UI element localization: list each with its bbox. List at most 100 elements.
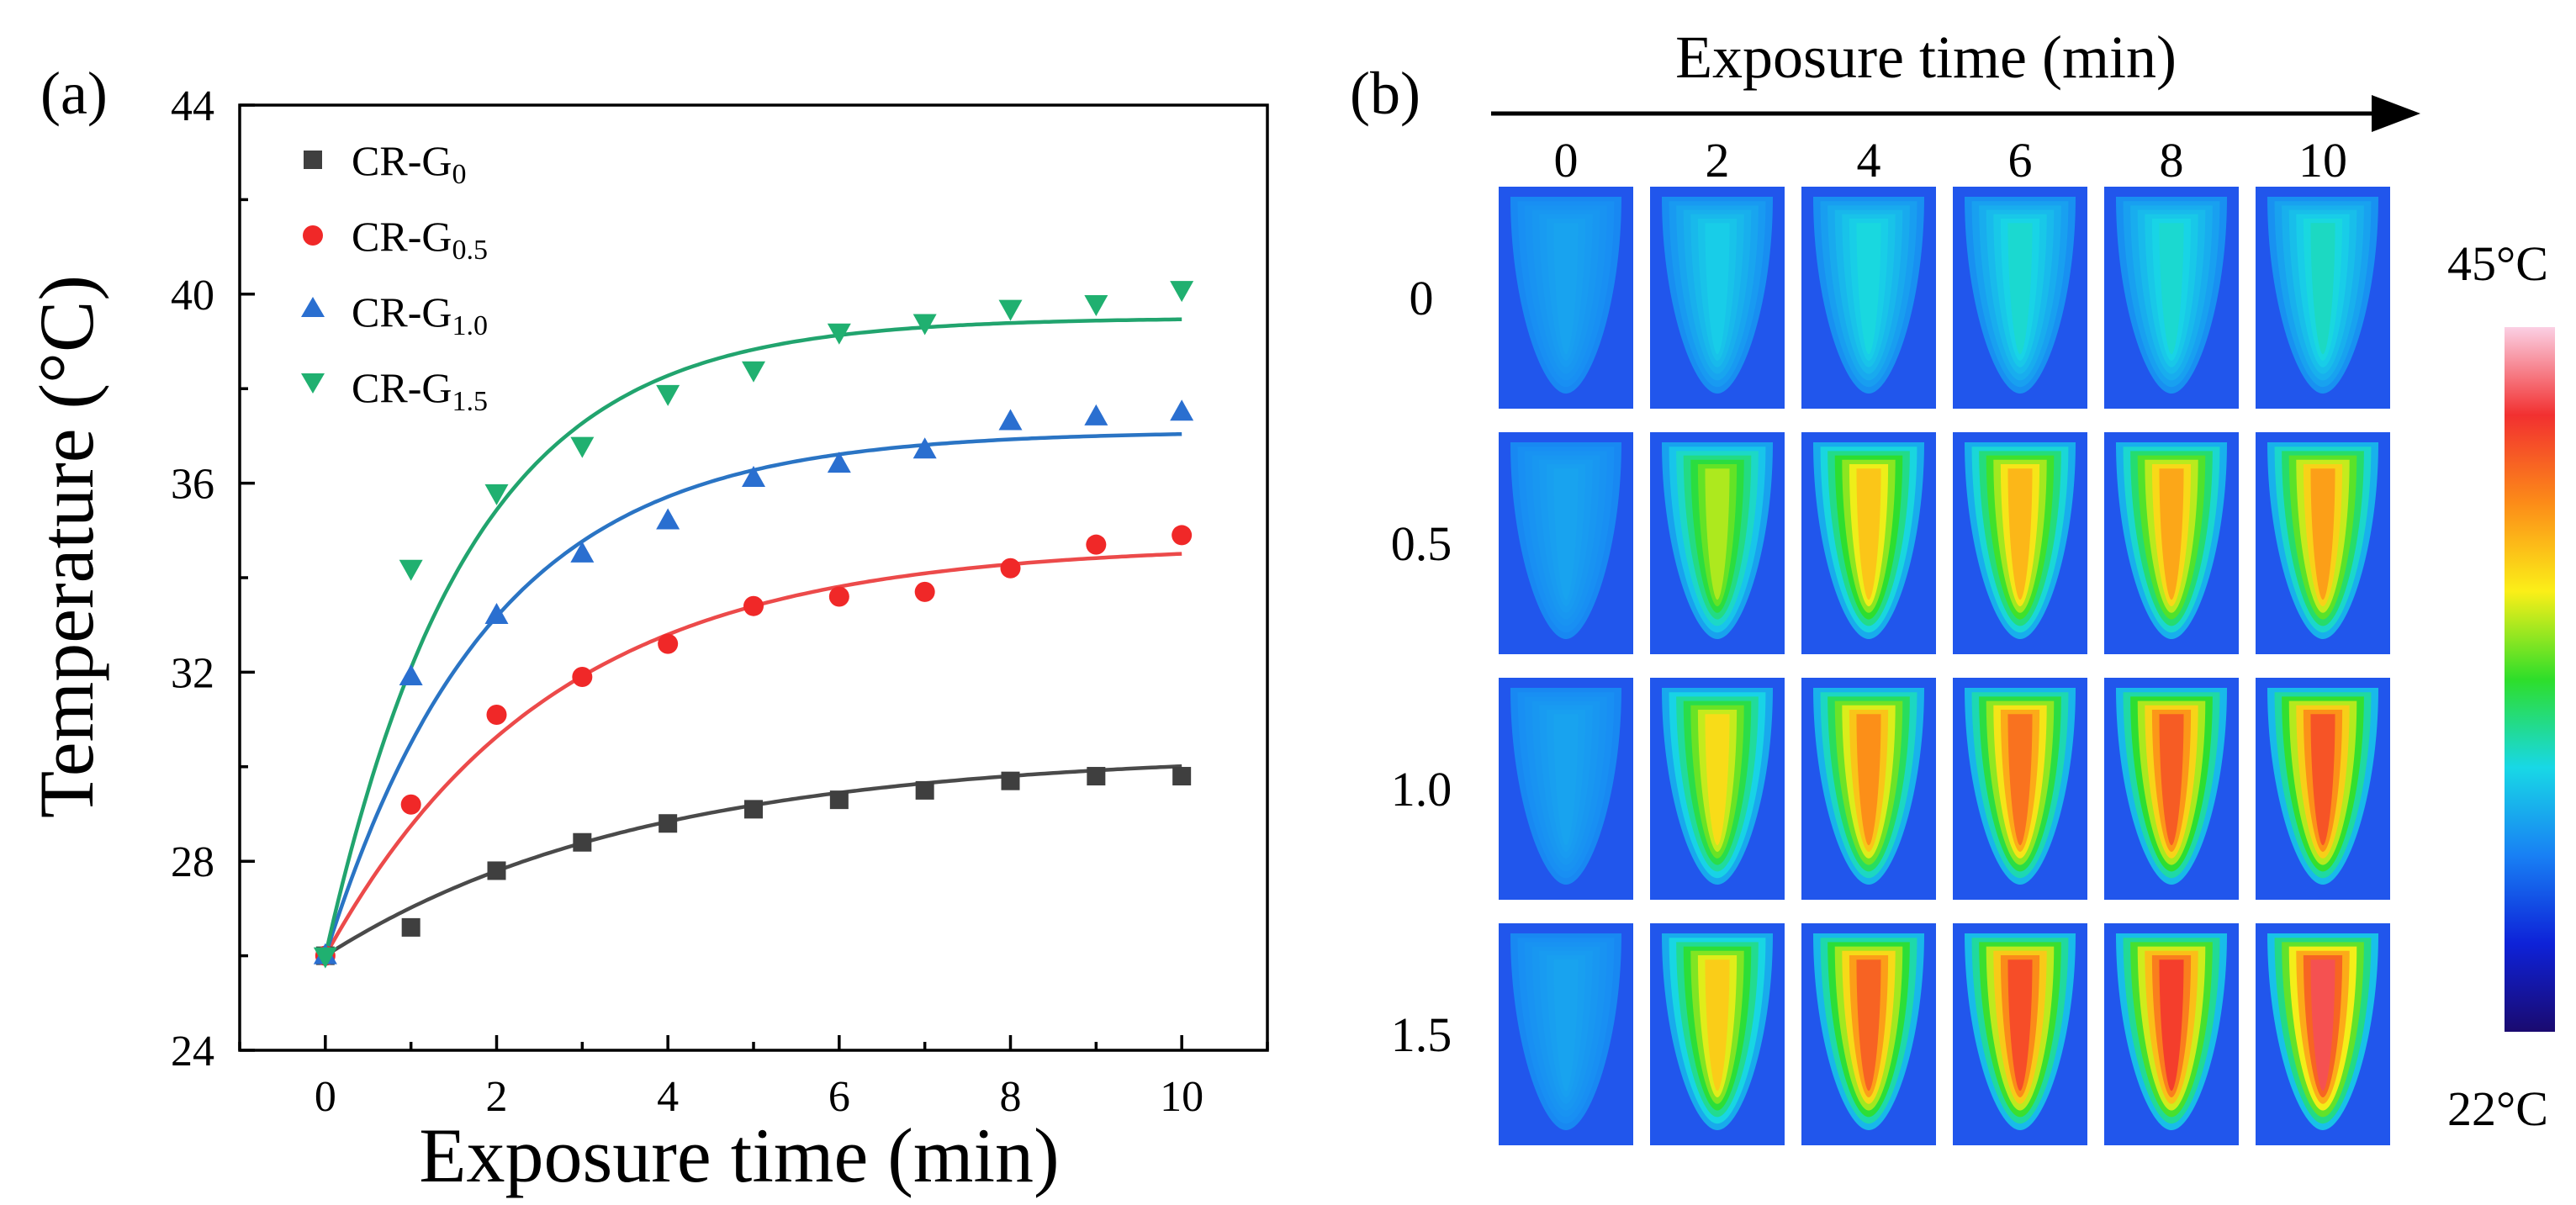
x-tick-label: 0 <box>315 1073 336 1121</box>
data-point <box>1170 281 1194 303</box>
legend-label-cr-g1-0: CR-G1.0 <box>352 288 488 341</box>
data-point <box>1000 558 1021 579</box>
thermal-image-tile <box>2256 678 2390 900</box>
panel-a: (a) Temperature (°C) Exposure time (min)… <box>24 60 1269 1198</box>
data-point <box>827 323 851 345</box>
x-tick-label: 6 <box>828 1073 850 1121</box>
legend-label-cr-g0-5: CR-G0.5 <box>352 213 488 266</box>
time-label: 6 <box>2008 133 2033 188</box>
y-axis-title: Temperature (°C) <box>24 275 109 818</box>
time-label: 4 <box>1857 133 1881 188</box>
data-point <box>1084 404 1108 425</box>
data-point <box>658 633 679 654</box>
data-point <box>656 508 680 530</box>
x-axis: 0 2 4 6 8 10 <box>238 1035 1269 1121</box>
concentration-label: 0.5 <box>1391 516 1452 571</box>
legend-item-cr-g0-5: CR-G0.5 <box>303 213 488 266</box>
y-tick-label: 24 <box>171 1028 214 1076</box>
fit-line <box>323 317 1182 957</box>
legend-marker-triangle-down <box>301 373 325 394</box>
thermal-image-tile <box>1650 678 1785 900</box>
fit-line <box>323 431 1182 957</box>
data-point <box>399 664 423 686</box>
panel-a-label: (a) <box>40 60 108 127</box>
thermal-grid-background <box>1499 187 2390 1145</box>
data-point <box>1172 767 1192 786</box>
concentration-label: 1.5 <box>1391 1007 1452 1062</box>
thermal-image-tile <box>1801 678 1936 900</box>
x-tick-label: 2 <box>486 1073 508 1121</box>
y-tick-label: 40 <box>171 272 214 320</box>
thermal-image-tile <box>1499 432 1633 654</box>
data-point <box>484 602 509 624</box>
thermal-image-tile <box>1953 432 2087 654</box>
data-point <box>1001 771 1020 790</box>
data-point <box>400 794 421 815</box>
thermal-image-tile <box>2256 923 2390 1145</box>
data-point <box>998 409 1023 431</box>
exposure-time-title: Exposure time (min) <box>1675 24 2177 91</box>
thermal-image-tile <box>1801 187 1936 409</box>
data-point <box>399 559 423 581</box>
fit-line <box>324 764 1182 958</box>
panel-b: (b) Exposure time (min) 0 2 4 6 8 10 0 0.5 1.0 1… <box>1350 24 2555 1145</box>
y-tick-label: 44 <box>171 82 214 130</box>
thermal-image-tile <box>2104 678 2239 900</box>
y-tick-label: 32 <box>171 649 214 697</box>
thermal-image-tile <box>1650 923 1785 1145</box>
legend: CR-G0 CR-G0.5 CR-G1.0 CR-G1.5 <box>301 137 488 417</box>
thermal-image-grid <box>1499 187 2390 1145</box>
legend-marker-square <box>304 151 322 169</box>
colorbar-max-label: 45°C <box>2447 236 2548 291</box>
data-point <box>656 384 680 406</box>
thermal-image-tile <box>1801 923 1936 1145</box>
thermal-image-tile <box>2256 432 2390 654</box>
legend-label-cr-g1-5: CR-G1.5 <box>352 364 488 417</box>
legend-item-cr-g1-5: CR-G1.5 <box>301 364 488 417</box>
colorbar <box>2505 327 2555 1032</box>
data-point <box>1170 399 1194 421</box>
thermal-image-tile <box>1953 187 2087 409</box>
data-point <box>827 452 851 473</box>
time-label: 10 <box>2298 133 2347 188</box>
data-point <box>487 861 506 880</box>
data-point <box>742 465 765 487</box>
data-point <box>1084 295 1108 317</box>
legend-label-cr-g0: CR-G0 <box>352 137 466 190</box>
thermal-image-tile <box>2104 432 2239 654</box>
x-tick-label: 8 <box>1000 1073 1022 1121</box>
data-point <box>914 581 935 602</box>
thermal-image-tile <box>1499 187 1633 409</box>
colorbar-min-label: 22°C <box>2447 1081 2548 1136</box>
data-point <box>484 484 509 505</box>
thermal-image-tile <box>1801 432 1936 654</box>
y-axis: 24 28 32 36 40 44 <box>171 82 255 1076</box>
legend-marker-circle <box>303 225 323 246</box>
data-points <box>313 281 1194 969</box>
thermal-image-tile <box>1499 923 1633 1145</box>
thermal-image-tile <box>1650 432 1785 654</box>
data-point <box>573 832 592 852</box>
thermal-image-tile <box>1650 187 1785 409</box>
concentration-label: 1.0 <box>1391 762 1452 817</box>
x-axis-title: Exposure time (min) <box>419 1113 1059 1198</box>
data-point <box>744 800 763 819</box>
data-point <box>570 436 595 458</box>
data-point <box>570 541 595 563</box>
data-point <box>401 917 421 937</box>
concentration-label: 0 <box>1410 271 1434 325</box>
data-point <box>915 780 934 800</box>
legend-marker-triangle-up <box>301 297 325 317</box>
time-labels: 0 2 4 6 8 10 <box>1554 133 2348 188</box>
data-point <box>1172 525 1193 546</box>
data-point <box>829 790 849 810</box>
data-point <box>659 814 678 833</box>
data-point <box>486 704 507 725</box>
thermal-image-tile <box>1499 678 1633 900</box>
thermal-image-tile <box>2104 187 2239 409</box>
data-point <box>828 586 849 607</box>
thermal-image-tile <box>1953 923 2087 1145</box>
legend-item-cr-g1-0: CR-G1.0 <box>301 288 488 341</box>
x-tick-label: 10 <box>1160 1073 1203 1121</box>
